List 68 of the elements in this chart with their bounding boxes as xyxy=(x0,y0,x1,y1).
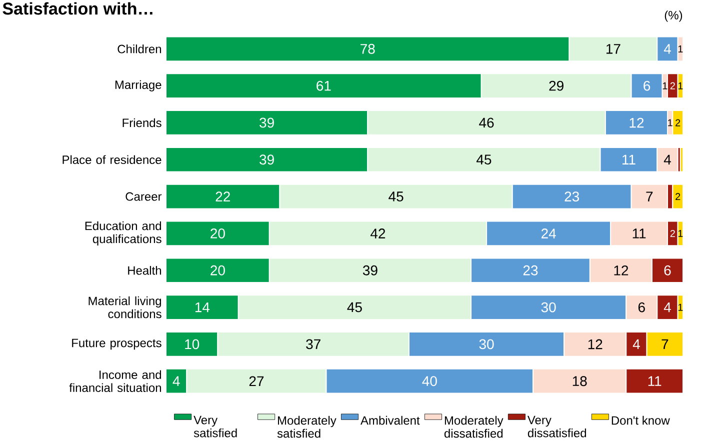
data-label: 20 xyxy=(210,265,225,276)
data-label: 4 xyxy=(664,302,671,312)
data-label: 4 xyxy=(664,44,671,54)
data-label: 6 xyxy=(638,302,645,312)
data-label: 2 xyxy=(676,193,680,200)
data-label: 12 xyxy=(630,118,644,128)
y-tick-label: Material living conditions xyxy=(88,296,162,318)
data-label: 2 xyxy=(676,119,680,126)
data-label: 39 xyxy=(260,154,274,165)
data-label: 2 xyxy=(670,230,675,237)
y-tick-label: Friends xyxy=(122,118,162,128)
data-label: 1 xyxy=(678,45,683,52)
data-label: 12 xyxy=(588,339,602,350)
data-label: 7 xyxy=(646,192,653,202)
data-label: 27 xyxy=(249,376,264,386)
data-label: 78 xyxy=(360,44,375,54)
y-tick-label: Career xyxy=(126,192,162,201)
data-label: 30 xyxy=(541,302,556,312)
data-label: 12 xyxy=(614,265,628,276)
legend-label: Don't know xyxy=(612,416,670,425)
data-label: 42 xyxy=(370,228,386,238)
data-label: 6 xyxy=(644,80,650,91)
data-label: 23 xyxy=(523,265,538,276)
legend-label: Moderately satisfied xyxy=(277,416,336,438)
data-label: 1 xyxy=(662,82,668,90)
data-label: 18 xyxy=(572,376,587,386)
data-label: 14 xyxy=(195,302,210,312)
legend-label: Ambivalent xyxy=(360,416,420,425)
data-label: 11 xyxy=(648,376,662,386)
data-label: 45 xyxy=(388,192,404,202)
data-label: 40 xyxy=(422,376,437,386)
data-label: 45 xyxy=(476,154,492,165)
data-label: 22 xyxy=(216,192,230,202)
data-label: 30 xyxy=(479,339,494,350)
text: (%) xyxy=(664,10,682,22)
data-label: 20 xyxy=(210,228,225,238)
data-label: 1 xyxy=(668,119,672,126)
y-tick-label: Marriage xyxy=(115,80,162,92)
data-label: 4 xyxy=(172,376,180,386)
legend-label: Very dissatisfied xyxy=(527,416,586,438)
data-label: 7 xyxy=(662,339,668,350)
data-label: 23 xyxy=(564,192,580,202)
data-label: 11 xyxy=(622,154,636,164)
data-label: 11 xyxy=(632,228,646,238)
data-label: 2 xyxy=(670,82,675,90)
data-label: 37 xyxy=(306,339,320,350)
legend-label: Very satisfied xyxy=(194,416,237,438)
data-label: 17 xyxy=(606,44,620,54)
data-label: 46 xyxy=(479,118,494,128)
data-label: 39 xyxy=(362,265,378,276)
data-label: 39 xyxy=(260,118,274,128)
data-label: 4 xyxy=(664,154,671,164)
data-label: 29 xyxy=(549,80,564,91)
y-tick-label: Children xyxy=(118,44,162,54)
data-label: 24 xyxy=(542,228,556,238)
y-tick-label: Health xyxy=(128,266,162,275)
legend-label: Moderately dissatisfied xyxy=(444,416,504,438)
y-tick-label: Education and qualifications xyxy=(85,221,162,246)
y-tick-label: Future prospects xyxy=(72,338,162,350)
data-label: 6 xyxy=(664,265,671,276)
y-tick-label: Income and financial situation xyxy=(69,370,162,392)
data-label: 10 xyxy=(185,339,200,350)
data-label: 4 xyxy=(632,339,640,350)
y-tick-label: Place of residence xyxy=(62,155,162,164)
bar xyxy=(680,146,684,172)
data-label: 61 xyxy=(316,80,331,91)
data-label: 45 xyxy=(347,302,362,312)
chart-title: Satisfaction with… xyxy=(2,2,152,15)
